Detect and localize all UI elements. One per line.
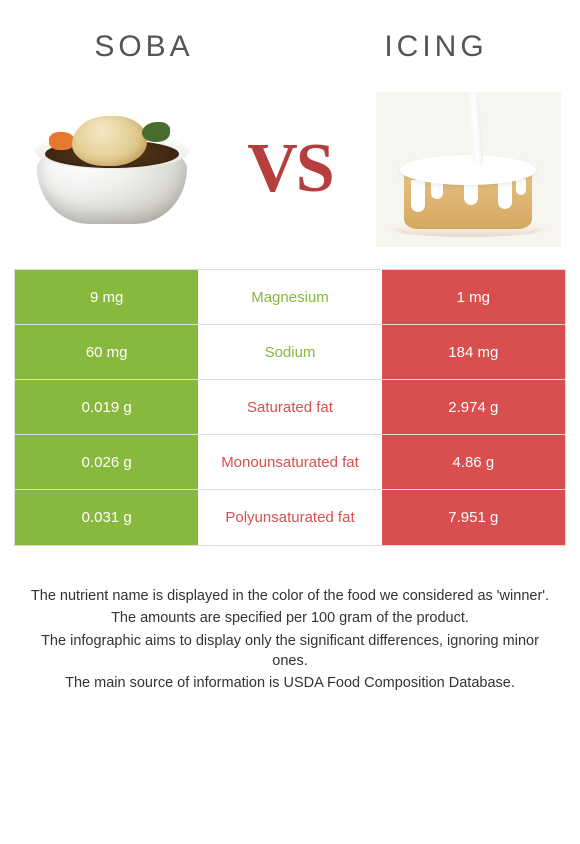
nutrient-row: 0.031 gPolyunsaturated fat7.951 g [15, 490, 565, 545]
nutrient-row: 9 mgMagnesium1 mg [15, 270, 565, 325]
nutrient-row: 0.026 gMonounsaturated fat4.86 g [15, 435, 565, 490]
footnotes: The nutrient name is displayed in the co… [14, 546, 566, 693]
nutrient-label: Sodium [198, 325, 381, 379]
vs-label: VS [247, 129, 332, 209]
footnote-line: The main source of information is USDA F… [24, 673, 556, 693]
left-value: 9 mg [15, 270, 198, 324]
right-value: 184 mg [382, 325, 565, 379]
footnote-line: The infographic aims to display only the… [24, 631, 556, 672]
right-value: 7.951 g [382, 490, 565, 545]
header-titles: Soba Icing [14, 20, 566, 84]
left-value: 0.026 g [15, 435, 198, 489]
footnote-line: The nutrient name is displayed in the co… [24, 586, 556, 606]
right-food-title: Icing [336, 30, 536, 64]
nutrient-label: Magnesium [198, 270, 381, 324]
nutrient-label: Monounsaturated fat [198, 435, 381, 489]
nutrient-table: 9 mgMagnesium1 mg60 mgSodium184 mg0.019 … [14, 269, 566, 546]
nutrient-label: Polyunsaturated fat [198, 490, 381, 545]
food-images-row: VS [14, 84, 566, 269]
nutrient-row: 60 mgSodium184 mg [15, 325, 565, 380]
nutrient-row: 0.019 gSaturated fat2.974 g [15, 380, 565, 435]
soba-image [14, 94, 209, 244]
right-value: 1 mg [382, 270, 565, 324]
left-food-title: Soba [44, 30, 244, 64]
right-value: 4.86 g [382, 435, 565, 489]
icing-image [371, 94, 566, 244]
nutrient-label: Saturated fat [198, 380, 381, 434]
right-value: 2.974 g [382, 380, 565, 434]
left-value: 60 mg [15, 325, 198, 379]
left-value: 0.019 g [15, 380, 198, 434]
footnote-line: The amounts are specified per 100 gram o… [24, 608, 556, 628]
left-value: 0.031 g [15, 490, 198, 545]
